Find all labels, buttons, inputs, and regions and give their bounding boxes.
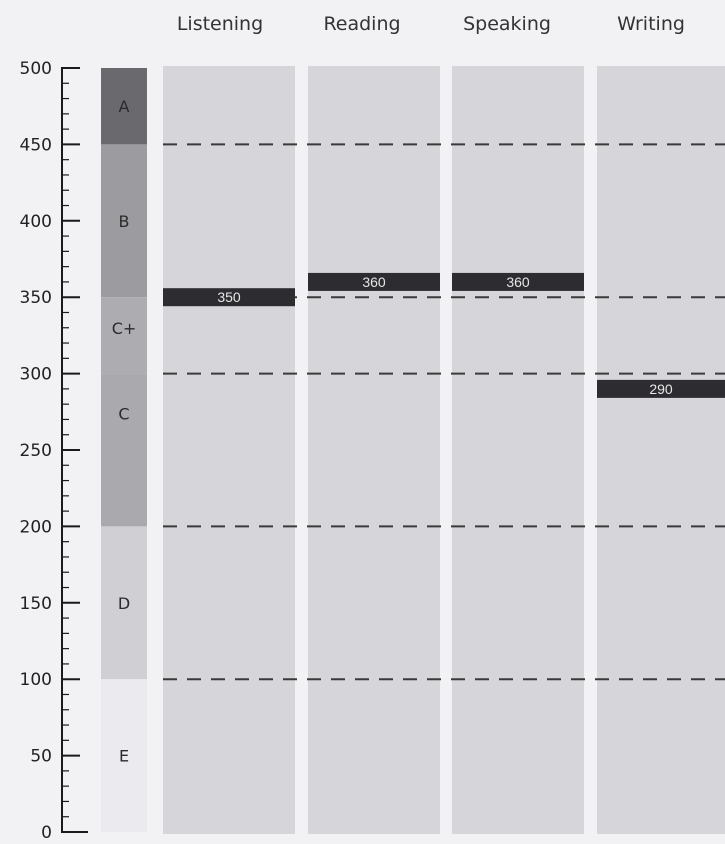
- grade-label-e: E: [119, 747, 129, 766]
- y-tick-label-400: 400: [20, 212, 52, 232]
- score-markers: 350 360 360 290: [163, 272, 725, 398]
- grade-boundary-lines: [163, 143, 725, 681]
- grade-label-a: A: [119, 97, 130, 116]
- score-bar-reading: [308, 272, 440, 291]
- category-label-reading: Reading: [323, 13, 400, 35]
- grade-band-a: [101, 68, 147, 145]
- score-bar-writing: [597, 379, 725, 398]
- column-listening: [163, 66, 295, 834]
- score-label-reading: 360: [362, 274, 386, 290]
- grade-band-b: [101, 144, 147, 298]
- y-tick-label-200: 200: [20, 517, 52, 537]
- column-speaking: [452, 66, 584, 834]
- score-bar-speaking: [452, 272, 584, 291]
- y-tick-label-50: 50: [30, 747, 52, 767]
- column-reading: [308, 66, 440, 834]
- category-columns: [163, 66, 725, 834]
- y-tick-label-500: 500: [20, 59, 52, 79]
- category-labels: Listening Reading Speaking Writing: [177, 13, 685, 35]
- y-tick-label-0: 0: [41, 823, 52, 843]
- category-label-listening: Listening: [177, 13, 263, 35]
- y-axis: 0 50 100 150 200 250 300 350 400 450 500: [20, 59, 88, 843]
- grade-band-d: [101, 526, 147, 680]
- y-tick-label-450: 450: [20, 135, 52, 155]
- score-label-speaking: 360: [506, 274, 530, 290]
- grade-label-c: C: [118, 404, 129, 423]
- column-writing: [597, 66, 725, 834]
- score-label-writing: 290: [649, 381, 673, 397]
- category-label-writing: Writing: [617, 13, 685, 35]
- grade-band-e: [101, 679, 147, 832]
- y-tick-label-100: 100: [20, 670, 52, 690]
- grade-band-c: [101, 373, 147, 527]
- y-tick-label-150: 150: [20, 594, 52, 614]
- y-tick-label-250: 250: [20, 441, 52, 461]
- y-tick-label-350: 350: [20, 288, 52, 308]
- grade-band-column: A B C+ C D E: [101, 68, 147, 832]
- score-label-listening: 350: [217, 289, 241, 305]
- score-bar-listening: [163, 288, 295, 307]
- grade-label-d: D: [118, 594, 130, 613]
- grade-label-b: B: [119, 212, 130, 231]
- grade-band-c-plus: [101, 297, 147, 374]
- grade-label-c-plus: C+: [112, 319, 137, 338]
- y-tick-label-300: 300: [20, 365, 52, 385]
- category-label-speaking: Speaking: [463, 13, 551, 35]
